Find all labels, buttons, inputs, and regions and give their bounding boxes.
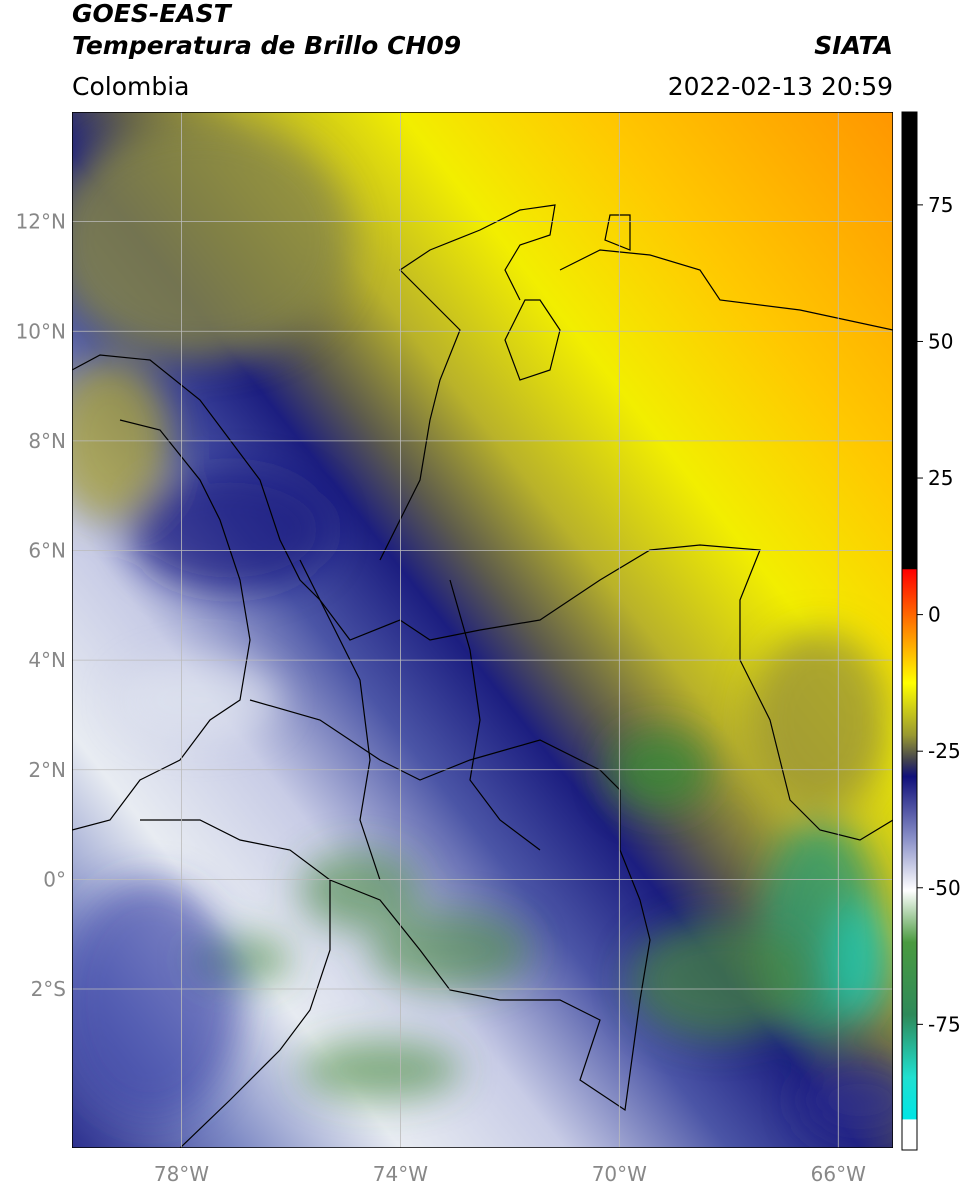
satellite-image: [72, 112, 893, 1148]
labels: 12°N 10°N 8°N 6°N 4°N 2°N 0° 2°S 78°W 74°W 70°W 66°…: [16, 193, 961, 1186]
lon-tick-label: 70°W: [592, 1162, 647, 1186]
title: GOES-EAST: [72, 0, 233, 28]
lat-tick-label: 2°N: [28, 758, 66, 782]
title: Temperatura de Brillo CH09: [72, 31, 461, 60]
colorbar-tick-label: 75: [928, 193, 953, 217]
lon-tick-label: 74°W: [373, 1162, 428, 1186]
lat-tick-label: 10°N: [16, 319, 66, 343]
source: SIATA: [814, 31, 893, 60]
borders: [72, 204, 893, 1148]
lat-tick-label: 6°N: [28, 539, 66, 563]
lon-tick-label: 66°W: [811, 1162, 866, 1186]
colorbar-tick-label: -75: [928, 1012, 961, 1036]
lon-tick-label: 78°W: [154, 1162, 209, 1186]
lat-tick-label: 0°: [43, 867, 66, 891]
lat-tick-label: 8°N: [28, 429, 66, 453]
colorbar-tick-label: -25: [928, 739, 961, 763]
colorbar: [901, 111, 918, 1151]
region: Colombia: [72, 72, 189, 101]
colorbar-tick-label: 50: [928, 329, 953, 353]
colorbar-tick-label: 0: [928, 603, 941, 627]
lat-tick-label: 4°N: [28, 648, 66, 672]
lat-tick-label: 2°S: [31, 977, 66, 1001]
timestamp: 2022-02-13 20:59: [668, 72, 893, 101]
colorbar-tick-label: 25: [928, 466, 953, 490]
lat-tick-label: 12°N: [16, 210, 66, 234]
gridlines: [72, 112, 893, 1148]
colorbar-tick-label: -50: [928, 876, 961, 900]
